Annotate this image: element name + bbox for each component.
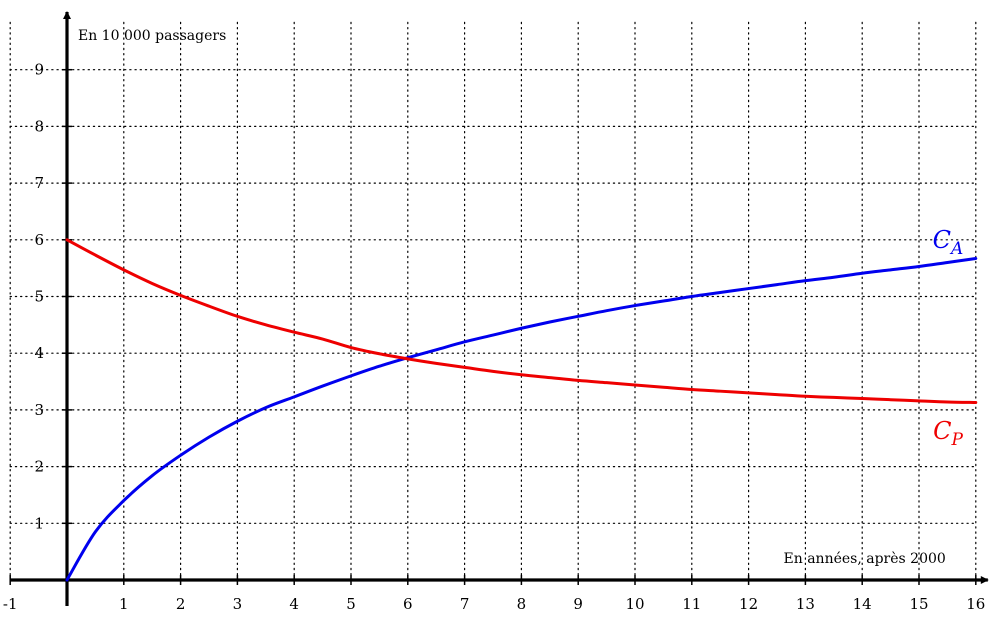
y-tick-label: 9	[34, 61, 44, 79]
x-tick-label: 3	[233, 595, 243, 613]
series-line-c-a	[65, 257, 978, 582]
y-tick-label: 1	[34, 514, 44, 532]
y-tick-label: 3	[34, 401, 44, 419]
y-tick-label: 4	[34, 344, 44, 362]
labels: En 10 000 passagers En années, après 200…	[78, 28, 946, 567]
series: CA CP	[65, 226, 978, 582]
x-tick-label: 14	[853, 595, 872, 613]
x-axis-label: En années, après 2000	[784, 551, 946, 567]
x-tick-label: 10	[625, 595, 644, 613]
x-tick-label: 8	[517, 595, 527, 613]
x-tick-label: 9	[573, 595, 583, 613]
grid	[9, 18, 977, 581]
y-tick-label: 6	[34, 231, 44, 249]
x-tick-label: 7	[460, 595, 470, 613]
x-tick-label: 13	[796, 595, 815, 613]
y-axis-label: En 10 000 passagers	[78, 28, 226, 44]
y-tick-label: 5	[34, 288, 44, 306]
x-tick-label: 16	[966, 595, 985, 613]
x-tick-label: 15	[909, 595, 928, 613]
x-tick-label: 4	[289, 595, 299, 613]
x-tick-label: 12	[739, 595, 758, 613]
y-tick-label: 2	[34, 458, 44, 476]
y-tick-label: 7	[34, 174, 44, 192]
x-tick-label: 11	[682, 595, 701, 613]
series-label-c-a: CA	[933, 226, 964, 259]
x-tick-label: -1	[3, 595, 18, 613]
x-tick-label: 2	[176, 595, 186, 613]
series-label-c-p: CP	[933, 417, 963, 450]
y-tick-label: 8	[34, 117, 44, 135]
x-tick-label: 6	[403, 595, 413, 613]
x-tick-label: 5	[346, 595, 356, 613]
series-line-c-p	[65, 238, 978, 405]
x-tick-label: 1	[119, 595, 129, 613]
